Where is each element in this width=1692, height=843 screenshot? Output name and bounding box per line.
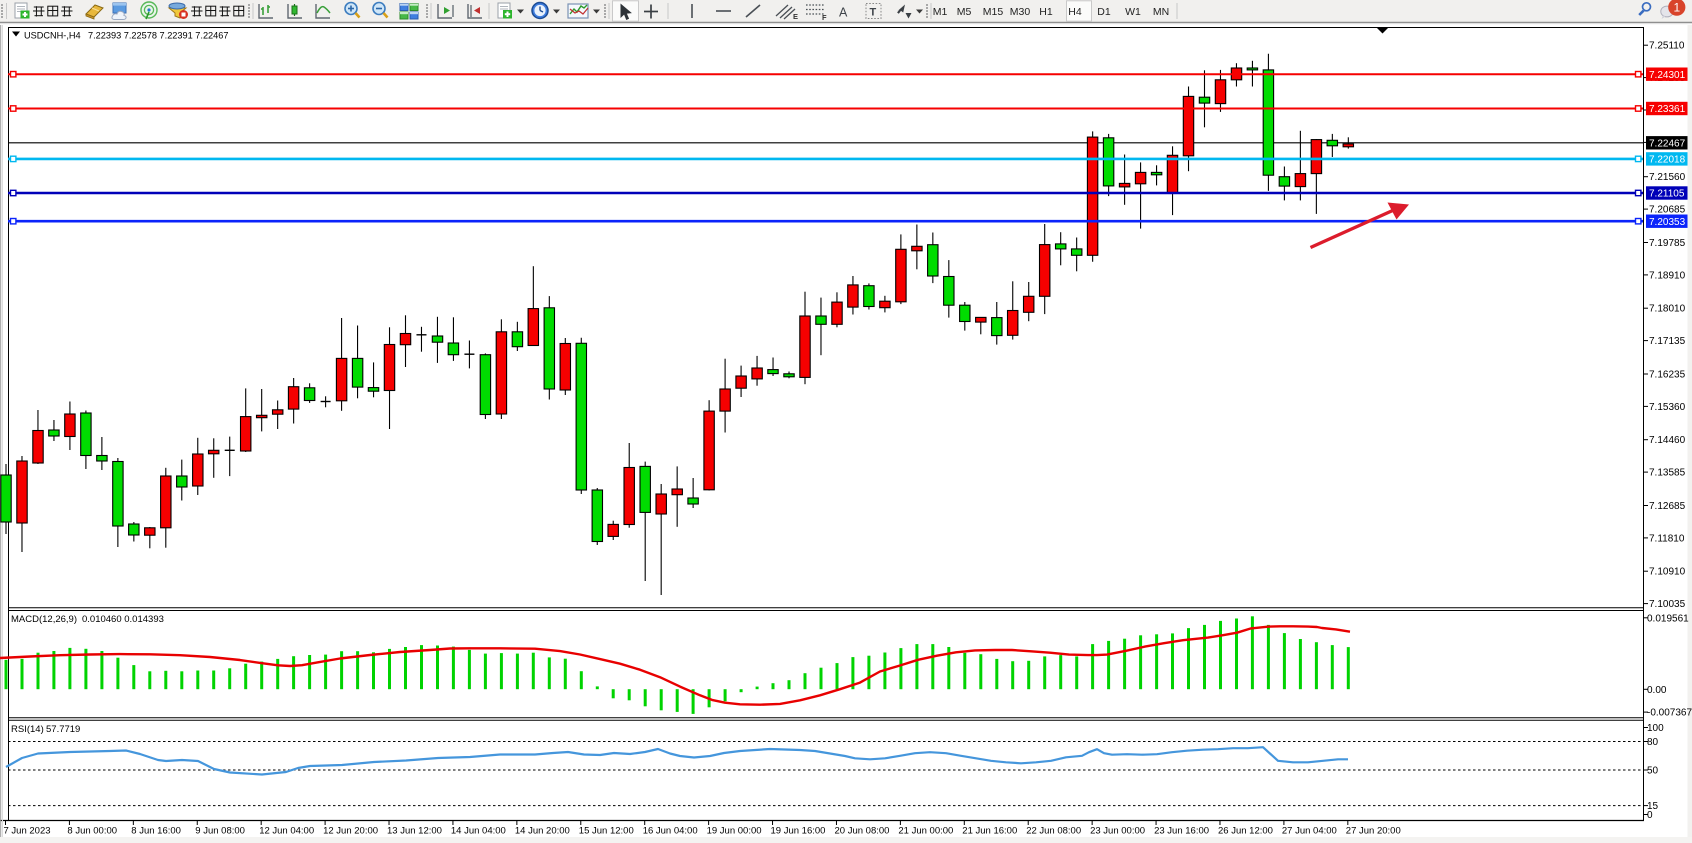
svg-text:0.019561: 0.019561 [1647,613,1689,624]
svg-text:E: E [793,12,798,21]
svg-text:USDCNH-,H4: USDCNH-,H4 [24,31,81,41]
svg-text:7.18910: 7.18910 [1649,270,1686,281]
svg-text:22 Jun 08:00: 22 Jun 08:00 [1026,826,1081,837]
svg-text:7.10035: 7.10035 [1649,599,1686,610]
svg-text:27 Jun 04:00: 27 Jun 04:00 [1282,826,1337,837]
svg-text:M15: M15 [983,6,1004,18]
svg-text:13 Jun 12:00: 13 Jun 12:00 [387,826,442,837]
svg-text:W1: W1 [1125,6,1141,18]
svg-text:D1: D1 [1097,6,1111,18]
svg-text:7.24301: 7.24301 [1649,70,1686,81]
svg-text:12 Jun 04:00: 12 Jun 04:00 [259,826,314,837]
svg-text:7.22467: 7.22467 [1649,138,1686,149]
svg-text:21 Jun 00:00: 21 Jun 00:00 [898,826,953,837]
svg-text:T: T [870,7,877,19]
svg-text:20 Jun 08:00: 20 Jun 08:00 [835,826,890,837]
svg-text:50: 50 [1647,766,1659,777]
svg-text:7.13585: 7.13585 [1649,468,1686,479]
svg-text:15 Jun 12:00: 15 Jun 12:00 [579,826,634,837]
svg-text:15: 15 [1647,801,1659,812]
svg-text:-0.007367: -0.007367 [1647,708,1692,719]
svg-text:14 Jun 04:00: 14 Jun 04:00 [451,826,506,837]
svg-text:7.14460: 7.14460 [1649,435,1686,446]
svg-text:7.19785: 7.19785 [1649,238,1686,249]
svg-text:7.20353: 7.20353 [1649,217,1686,228]
svg-text:7.10910: 7.10910 [1649,567,1686,578]
svg-text:57.7719: 57.7719 [46,724,80,735]
svg-text:7.22393 7.22578 7.22391 7.2246: 7.22393 7.22578 7.22391 7.22467 [88,31,229,41]
svg-text:0: 0 [1647,810,1653,821]
svg-text:7.25110: 7.25110 [1649,41,1685,52]
svg-text:9 Jun 08:00: 9 Jun 08:00 [195,826,245,837]
svg-text:M30: M30 [1010,6,1031,18]
svg-text:19 Jun 16:00: 19 Jun 16:00 [771,826,826,837]
svg-text:M1: M1 [933,6,948,18]
svg-text:8 Jun 16:00: 8 Jun 16:00 [131,826,181,837]
svg-text:RSI(14): RSI(14) [11,724,44,735]
svg-text:0.00: 0.00 [1647,685,1667,696]
svg-text:M5: M5 [957,6,972,18]
svg-text:F: F [822,13,827,22]
svg-text:27 Jun 20:00: 27 Jun 20:00 [1346,826,1401,837]
svg-text:7.15360: 7.15360 [1649,402,1686,413]
svg-text:14 Jun 20:00: 14 Jun 20:00 [515,826,570,837]
svg-text:MACD(12,26,9): MACD(12,26,9) [11,614,77,625]
svg-text:23 Jun 16:00: 23 Jun 16:00 [1154,826,1209,837]
svg-text:1: 1 [1673,0,1680,14]
svg-text:7.18010: 7.18010 [1649,304,1686,315]
svg-text:7.11810: 7.11810 [1649,533,1685,544]
svg-text:H4: H4 [1068,6,1082,18]
svg-text:21 Jun 16:00: 21 Jun 16:00 [962,826,1017,837]
svg-text:7.23361: 7.23361 [1649,104,1686,115]
svg-text:H1: H1 [1039,6,1053,18]
svg-text:8 Jun 00:00: 8 Jun 00:00 [67,826,117,837]
svg-text:12 Jun 20:00: 12 Jun 20:00 [323,826,378,837]
svg-text:100: 100 [1647,723,1664,734]
svg-text:MN: MN [1153,6,1169,18]
svg-text:23 Jun 00:00: 23 Jun 00:00 [1090,826,1145,837]
svg-text:80: 80 [1647,737,1659,748]
svg-text:16 Jun 04:00: 16 Jun 04:00 [643,826,698,837]
svg-text:7.17135: 7.17135 [1649,336,1686,347]
svg-text:7.21560: 7.21560 [1649,172,1686,183]
svg-text:26 Jun 12:00: 26 Jun 12:00 [1218,826,1273,837]
svg-text:A: A [839,6,848,20]
svg-text:7.22018: 7.22018 [1649,155,1686,166]
svg-text:0.010460 0.014393: 0.010460 0.014393 [82,614,164,625]
svg-text:7.12685: 7.12685 [1649,501,1686,512]
svg-text:7.20685: 7.20685 [1649,205,1686,216]
svg-text:7 Jun 2023: 7 Jun 2023 [4,826,51,837]
svg-text:7.16235: 7.16235 [1649,370,1686,381]
svg-text:7.21105: 7.21105 [1649,189,1685,200]
svg-text:19 Jun 00:00: 19 Jun 00:00 [707,826,762,837]
